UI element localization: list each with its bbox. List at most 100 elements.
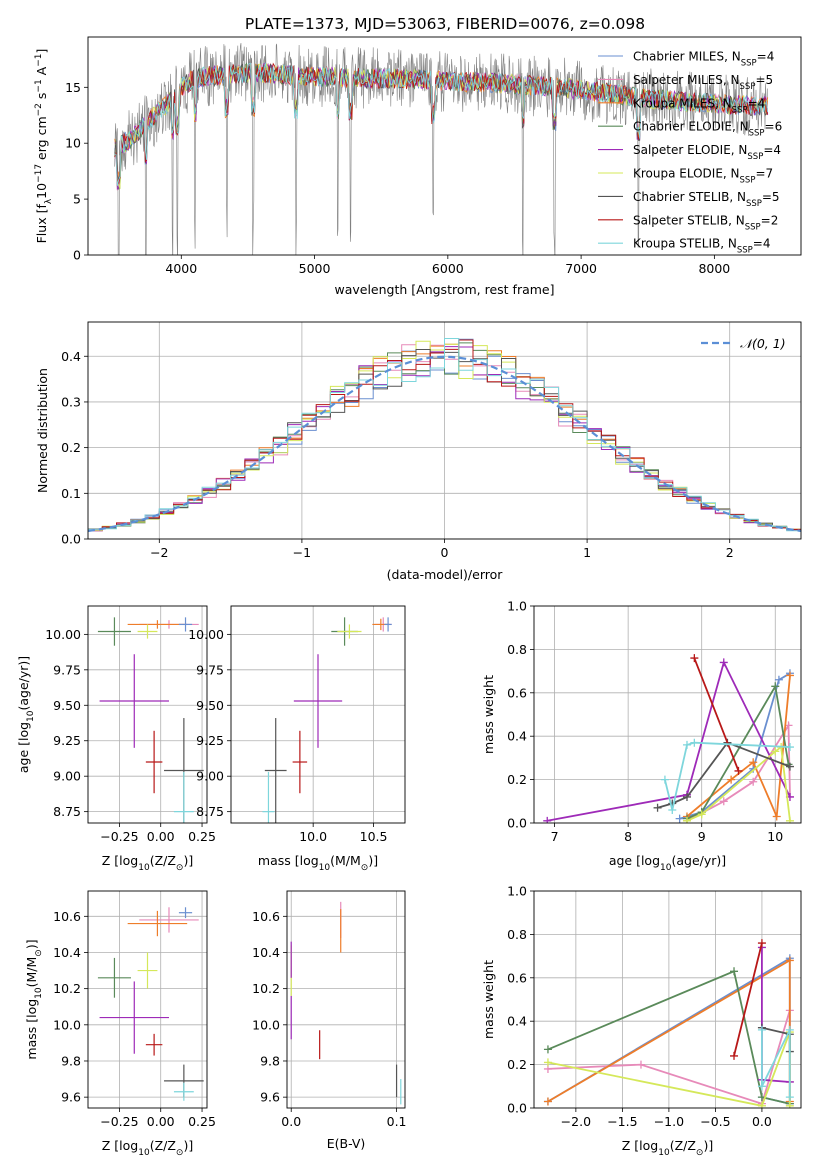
y-axis-label-part: )]: [24, 939, 39, 949]
x-axis-label-part: (Z/Z: [670, 1138, 696, 1153]
x-axis-label: age [log10(age/yr)]: [609, 853, 726, 873]
normal-distribution-curve: [88, 355, 801, 533]
y-tick-label: 10.6: [252, 909, 280, 924]
legend-sub: SSP: [737, 246, 753, 256]
weight-marker: [660, 775, 669, 784]
weight-marker: [730, 967, 739, 976]
legend-sub: SSP: [741, 59, 757, 69]
weight-series-line: [693, 657, 740, 772]
x-axis-label-part: (M/M: [330, 853, 361, 868]
y-tick-label: 0: [73, 248, 81, 263]
weight-marker: [690, 738, 699, 747]
x-tick-label: 8: [624, 829, 632, 844]
legend-series-name: Kroupa ELODIE, N: [633, 167, 740, 181]
weight-marker: [785, 1093, 794, 1102]
weight-marker: [757, 1101, 766, 1108]
plot-area: [88, 891, 207, 1108]
weight-marker: [730, 1051, 739, 1060]
y-tick-label: 9.6: [61, 1090, 81, 1105]
y-axis-label: Normed distribution: [35, 368, 50, 493]
x-tick-label: 0.00: [147, 1114, 175, 1129]
weight-marker: [690, 654, 699, 663]
x-tick-label: 10.5: [360, 829, 388, 844]
legend-nssp-value: =4: [748, 96, 766, 110]
x-tick-label: 0.1: [387, 1114, 407, 1129]
residual-histogram: [88, 338, 801, 532]
panel-weight-vs-Z: −2.0 −1.5 −1.0 −0.5 0.0 0.0 0.2 0.4 0.6 0.8 1.0 Z […: [481, 884, 802, 1158]
y-tick-label: 10.0: [53, 1017, 81, 1032]
legend-sub: SSP: [732, 105, 748, 115]
y-tick-label: 10.00: [45, 627, 81, 642]
weight-series-line: [547, 659, 791, 822]
weight-series-line: [547, 970, 791, 1105]
y-axis-label: mass [log10(M/M⊙)]: [24, 939, 44, 1059]
weight-marker: [785, 956, 794, 965]
y-axis-label-part: A: [34, 66, 49, 79]
y-tick-label: 0.8: [507, 927, 527, 942]
legend-nssp-value: =4: [763, 143, 781, 157]
y-tick-label: 9.50: [196, 698, 224, 713]
x-axis-label-part: (Z/Z: [150, 853, 176, 868]
weight-marker: [727, 775, 736, 784]
legend-nssp-value: =5: [755, 73, 773, 87]
y-axis-label-part: age [log: [16, 722, 31, 773]
plot-area: [534, 891, 801, 1108]
y-axis-label-part: −1: [34, 54, 44, 67]
y-axis-label: age [log10(age/yr)]: [16, 656, 36, 773]
y-tick-label: 9.75: [53, 662, 81, 677]
y-tick-label: 8.75: [53, 804, 81, 819]
legend-nssp-value: =4: [753, 237, 771, 251]
panel-weight-vs-age: 7 8 9 100.00.20.40.60.81.0 age [log10(age/yr…: [481, 599, 802, 873]
axis-ticks: −2.0 −1.5 −1.0 −0.5 0.0 0.0 0.2 0.4 0.6 0.8 1.0: [507, 884, 772, 1130]
axis-ticks: 7 8 9 10 0.0 0.2 0.4 0.6 0.8 1.0: [507, 599, 783, 845]
weight-marker: [757, 1025, 766, 1034]
y-tick-label: 0.0: [507, 1101, 527, 1116]
legend-label: 𝒩(0, 1): [740, 336, 786, 351]
y-tick-label: 5: [73, 192, 81, 207]
x-tick-label: 5000: [299, 261, 331, 276]
legend-nssp-value: =4: [757, 50, 775, 64]
y-tick-label: 0.6: [507, 685, 527, 700]
legend-series-name: Salpeter ELODIE, N: [633, 143, 747, 157]
y-tick-label: 9.8: [260, 1053, 280, 1068]
x-axis-label-part: ⊙: [176, 1148, 184, 1158]
legend-series-name: Chabrier MILES, N: [633, 50, 741, 64]
weight-marker: [774, 675, 783, 684]
axis-ticks: 10.0 10.5 8.75 9.00 9.25 9.50 9.75 10.00: [188, 627, 387, 844]
legend-sub: SSP: [740, 82, 756, 92]
x-tick-label: 0.00: [147, 829, 175, 844]
y-tick-label: 1.0: [507, 884, 527, 899]
weight-marker: [653, 803, 662, 812]
y-tick-label: 8.75: [196, 804, 224, 819]
y-axis-label-part: −2: [34, 103, 44, 116]
y-tick-label: 0.4: [507, 1014, 527, 1029]
y-tick-label: 15: [65, 80, 81, 95]
legend-label: Chabrier ELODIE, NSSP=6: [633, 120, 782, 139]
y-axis-label: Flux [fλ10−17 erg cm−2 s−1 A−1]: [34, 49, 54, 244]
x-axis-label-part: (age/yr)]: [671, 853, 726, 868]
plot-area: [88, 322, 801, 539]
panel-residuals: −2 −1 0 1 2 0.0 0.1 0.2 0.3 0.4 (data-model)/error…: [35, 321, 802, 582]
x-axis-label-part: ⊙: [361, 863, 369, 873]
plot-area: [114, 43, 769, 255]
x-tick-label: 0.0: [281, 1114, 301, 1129]
legend: 𝒩(0, 1): [701, 336, 786, 351]
x-axis-label-part: mass [log: [258, 853, 319, 868]
legend-series-name: Salpeter MILES, N: [633, 73, 740, 87]
x-axis-label-part: )]: [183, 1138, 193, 1153]
y-tick-label: 0.0: [507, 816, 527, 831]
weight-series-line: [761, 1029, 791, 1098]
axes-frame: [533, 605, 802, 824]
weight-marker: [682, 816, 691, 823]
x-tick-label: 4000: [165, 261, 197, 276]
x-tick-label: −0.25: [100, 1114, 138, 1129]
weight-marker: [785, 762, 794, 771]
legend-label: Salpeter MILES, NSSP=5: [633, 73, 773, 92]
x-axis-label: Z [log10(Z/Z⊙)]: [102, 1138, 193, 1158]
y-axis-label-part: −1: [34, 79, 44, 92]
y-axis-label-part: 10: [26, 710, 36, 722]
x-tick-label: −2.0: [561, 1114, 591, 1129]
weight-marker: [636, 1060, 645, 1069]
x-axis-label-part: 10: [138, 863, 150, 873]
